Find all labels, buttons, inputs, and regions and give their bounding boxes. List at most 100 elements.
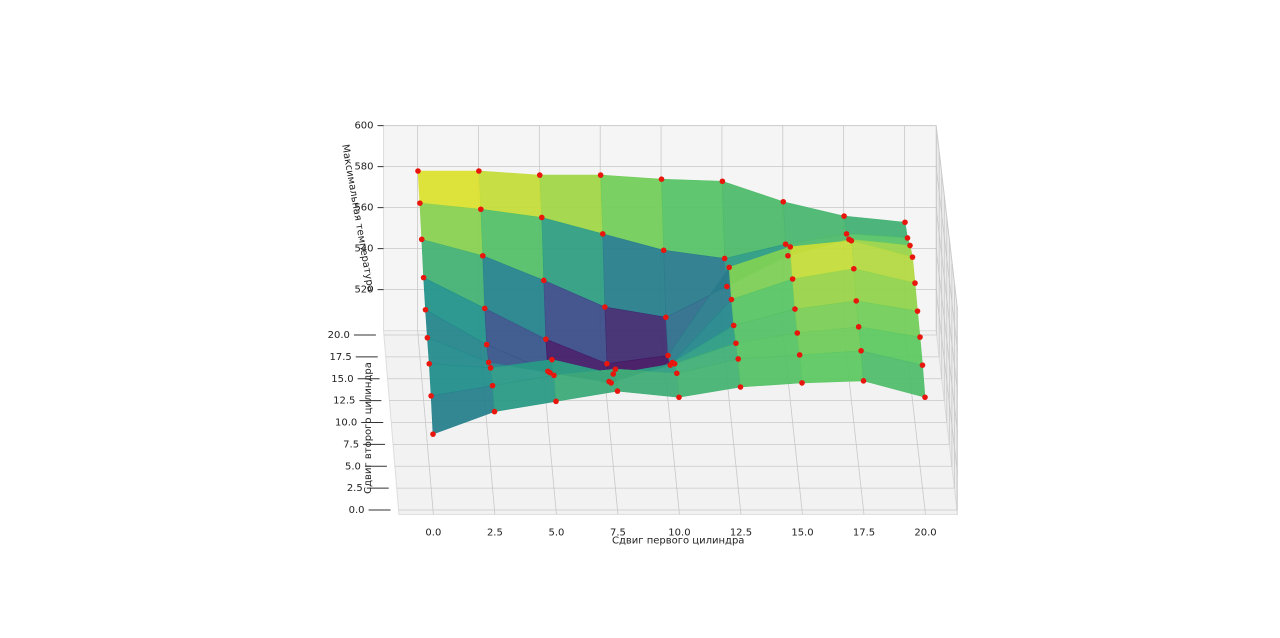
data-point — [780, 198, 787, 205]
y-tick-label: 12.5 — [333, 396, 355, 407]
x-tick-label: 15.0 — [791, 527, 813, 538]
data-point — [785, 252, 791, 259]
data-point — [415, 168, 421, 174]
data-point — [909, 254, 916, 260]
data-point — [487, 365, 494, 371]
x-tick-label: 10.0 — [668, 527, 690, 538]
points — [415, 168, 928, 437]
data-point — [792, 306, 798, 312]
data-point — [726, 264, 732, 271]
data-point — [789, 276, 796, 282]
x-tick-label: 12.5 — [730, 527, 752, 538]
z-tick-label: 520 — [354, 285, 373, 296]
data-point — [597, 172, 604, 178]
x-tick-label: 20.0 — [914, 527, 936, 538]
data-point — [782, 241, 789, 247]
data-point — [735, 356, 742, 362]
data-point — [658, 176, 665, 182]
data-point — [733, 340, 739, 347]
y-tick-label: 2.5 — [347, 483, 363, 494]
data-point — [417, 200, 423, 206]
data-point — [553, 398, 559, 405]
data-point — [719, 178, 726, 185]
data-point — [610, 371, 617, 377]
data-point — [418, 236, 425, 243]
data-point — [919, 362, 926, 368]
z-tick-label: 600 — [354, 121, 373, 132]
data-point — [917, 334, 923, 340]
surface-cell — [799, 350, 864, 384]
data-point — [428, 393, 434, 399]
z-tick-label: 580 — [354, 162, 373, 173]
data-point — [912, 280, 918, 286]
data-point — [422, 306, 429, 313]
data-point — [612, 366, 619, 373]
data-point — [922, 394, 928, 401]
data-point — [676, 394, 682, 401]
data-point — [606, 378, 612, 385]
data-point — [724, 283, 730, 290]
data-point — [728, 296, 735, 303]
data-point — [491, 408, 498, 415]
y-tick-label: 20.0 — [328, 330, 350, 341]
z-tick-label: 560 — [354, 203, 373, 214]
data-point — [914, 308, 921, 314]
data-point — [843, 231, 850, 237]
y-tick-label: 5.0 — [345, 461, 361, 472]
data-point — [665, 352, 671, 359]
y-tick-label: 7.5 — [343, 439, 359, 450]
data-point — [846, 236, 852, 243]
y-tick-label: 17.5 — [329, 352, 351, 363]
data-point — [841, 213, 847, 219]
data-point — [907, 242, 913, 249]
z-tick-label: 540 — [354, 244, 373, 255]
data-point — [902, 219, 908, 226]
data-point — [663, 314, 669, 321]
data-point — [796, 352, 803, 358]
data-point — [485, 359, 492, 366]
data-point — [604, 360, 610, 367]
grid-line — [935, 248, 958, 433]
data-point — [853, 298, 860, 304]
x-tick-label: 7.5 — [610, 527, 626, 538]
data-point — [851, 265, 857, 272]
surface-cell — [417, 170, 482, 210]
data-point — [904, 235, 911, 241]
data-point — [858, 347, 864, 354]
data-point — [614, 388, 621, 394]
x-tick-label: 17.5 — [853, 527, 875, 538]
data-point — [483, 341, 490, 348]
surface-cell — [737, 354, 803, 388]
x-tick-label: 0.0 — [425, 527, 441, 538]
grid-line — [935, 289, 958, 474]
data-point — [430, 431, 436, 437]
data-point — [551, 372, 557, 379]
data-point — [543, 336, 549, 342]
data-point — [860, 378, 867, 384]
grid-line — [935, 125, 958, 310]
data-point — [536, 172, 543, 178]
data-point — [479, 252, 486, 259]
x-axis-label: Сдвиг первого цилиндра — [612, 535, 744, 546]
data-point — [660, 247, 667, 254]
data-point — [737, 384, 744, 390]
y-tick-label: 10.0 — [335, 418, 357, 429]
surface-cell — [661, 178, 725, 259]
data-point — [549, 356, 555, 363]
data-point — [674, 370, 680, 377]
data-point — [481, 305, 488, 312]
data-point — [545, 368, 551, 375]
data-point — [489, 382, 496, 389]
grid-line — [935, 207, 958, 392]
y-tick-label: 15.0 — [331, 374, 353, 385]
grid-line — [935, 166, 958, 351]
data-point — [855, 324, 862, 330]
data-point — [538, 214, 545, 221]
x-tick-label: 5.0 — [548, 527, 564, 538]
data-point — [541, 277, 547, 284]
data-point — [599, 231, 606, 237]
data-point — [420, 274, 427, 281]
data-point — [476, 168, 482, 174]
data-point — [424, 334, 431, 341]
